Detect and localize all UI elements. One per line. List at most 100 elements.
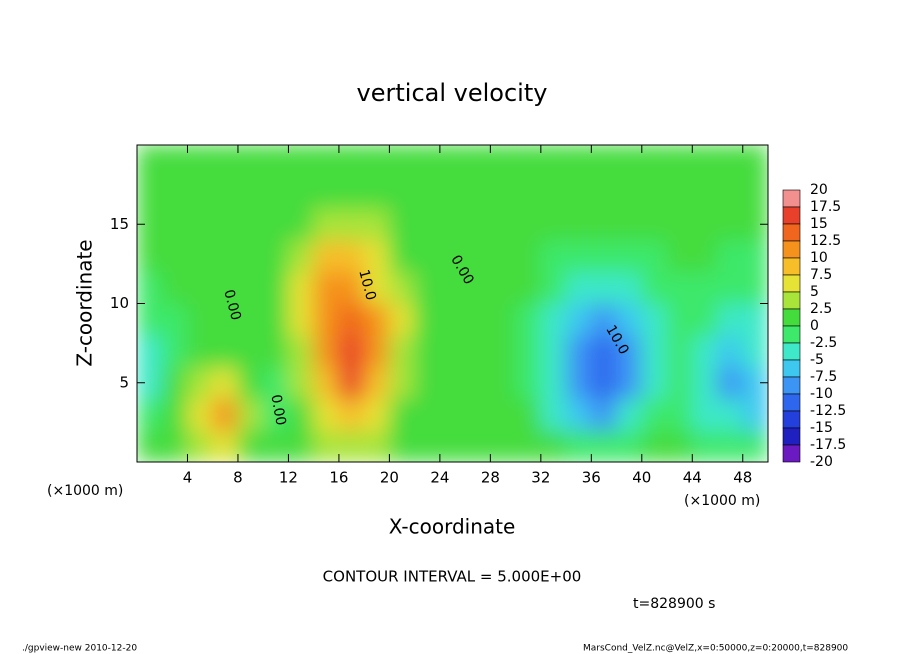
cell [489, 366, 517, 400]
cell [691, 207, 719, 241]
cell [717, 207, 744, 241]
cell [691, 239, 719, 273]
cell [616, 429, 643, 462]
cell [237, 398, 264, 431]
cell [137, 145, 163, 178]
cell [742, 398, 768, 431]
cell [439, 271, 466, 304]
cell [414, 429, 441, 462]
footer: MarsCond_VelZ.nc@VelZ,x=0:50000,z=0:2000… [583, 644, 848, 654]
cell [388, 303, 416, 336]
cell [666, 334, 693, 368]
cell [388, 207, 416, 241]
cell [515, 145, 542, 178]
cell [313, 366, 340, 400]
cell [565, 398, 592, 431]
cell [590, 303, 618, 336]
cell [338, 145, 365, 178]
cell [161, 398, 188, 431]
cell [313, 207, 340, 241]
colorbar-box [782, 410, 801, 429]
cell [363, 398, 390, 431]
cell [590, 176, 618, 209]
colorbar-label: -2.5 [810, 335, 837, 351]
colorbar-box [782, 376, 801, 395]
x-tick-label: 44 [683, 469, 702, 487]
cell [186, 239, 214, 273]
cell [137, 429, 163, 462]
cell [212, 145, 239, 178]
cell [137, 398, 163, 431]
cell [212, 176, 239, 209]
y-tick-label: 15 [110, 215, 129, 233]
cell [338, 429, 365, 462]
cell [515, 271, 542, 304]
contour-label: 0.00 [220, 288, 244, 322]
x-tick-label: 28 [481, 469, 500, 487]
cell [262, 176, 289, 209]
cell [237, 239, 264, 273]
colorbar-label: 12.5 [810, 233, 841, 249]
cell [641, 429, 668, 462]
cell [439, 398, 466, 431]
cell [388, 271, 416, 304]
cell [691, 334, 719, 368]
cell [262, 239, 289, 273]
cell [540, 176, 567, 209]
cell [313, 271, 340, 304]
cell [565, 271, 592, 304]
cell [363, 303, 390, 336]
cell [161, 207, 188, 241]
cell [262, 429, 289, 462]
cell [565, 207, 592, 241]
cell [363, 271, 390, 304]
x-tick-label: 16 [329, 469, 348, 487]
cell [590, 207, 618, 241]
cell [161, 366, 188, 400]
cell [666, 366, 693, 400]
cell [439, 303, 466, 336]
cell [414, 366, 441, 400]
cell [515, 366, 542, 400]
cell [388, 239, 416, 273]
cell [338, 334, 365, 368]
colorbar-box [782, 393, 801, 412]
cell [616, 334, 643, 368]
cell [742, 176, 768, 209]
cell [287, 429, 315, 462]
cell [414, 207, 441, 241]
cell [212, 303, 239, 336]
cell [212, 398, 239, 431]
contour-label: 0.00 [267, 393, 288, 426]
time-label: t=828900 s [633, 596, 715, 612]
cell [161, 176, 188, 209]
cell [691, 429, 719, 462]
colorbar-label: 15 [810, 216, 828, 232]
x-tick-label: 4 [183, 469, 193, 487]
cell [338, 239, 365, 273]
cell [237, 366, 264, 400]
colorbar-box [782, 189, 801, 208]
cell [414, 176, 441, 209]
cell [717, 398, 744, 431]
cell [742, 271, 768, 304]
colorbar-box [782, 427, 801, 446]
cell [313, 176, 340, 209]
cell [616, 398, 643, 431]
cell [489, 429, 517, 462]
cell [616, 145, 643, 178]
cell [287, 271, 315, 304]
colorbar-label: -12.5 [810, 403, 846, 419]
cell [540, 271, 567, 304]
colorbar-box [782, 291, 801, 310]
colorbar-label: 0 [810, 318, 819, 334]
cell [186, 366, 214, 400]
cell [565, 429, 592, 462]
cell [338, 176, 365, 209]
cell [515, 239, 542, 273]
cell [590, 239, 618, 273]
colorbar-box [782, 325, 801, 344]
chart-title: vertical velocity [357, 79, 548, 107]
cell [691, 303, 719, 336]
